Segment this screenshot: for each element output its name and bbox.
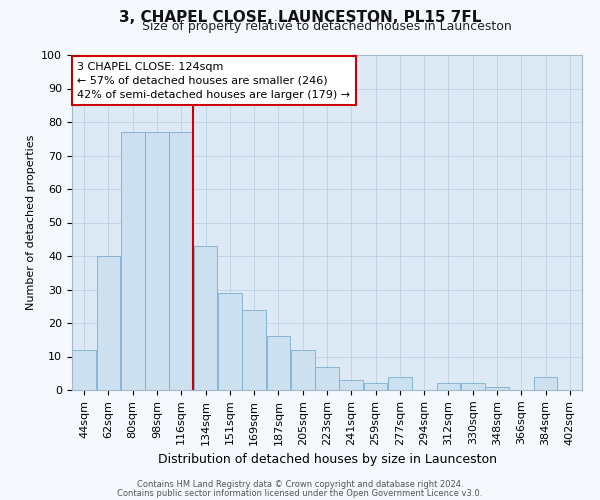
Bar	[72, 350, 96, 390]
Bar	[533, 376, 557, 390]
Bar	[485, 386, 509, 390]
Bar	[315, 366, 339, 390]
Bar	[437, 384, 460, 390]
X-axis label: Distribution of detached houses by size in Launceston: Distribution of detached houses by size …	[157, 453, 497, 466]
Bar	[340, 380, 363, 390]
Text: Contains public sector information licensed under the Open Government Licence v3: Contains public sector information licen…	[118, 488, 482, 498]
Title: Size of property relative to detached houses in Launceston: Size of property relative to detached ho…	[142, 20, 512, 33]
Bar	[364, 384, 388, 390]
Y-axis label: Number of detached properties: Number of detached properties	[26, 135, 36, 310]
Bar	[218, 293, 242, 390]
Bar	[169, 132, 193, 390]
Bar	[97, 256, 121, 390]
Bar	[242, 310, 266, 390]
Bar	[461, 384, 485, 390]
Text: Contains HM Land Registry data © Crown copyright and database right 2024.: Contains HM Land Registry data © Crown c…	[137, 480, 463, 489]
Bar	[121, 132, 145, 390]
Text: 3, CHAPEL CLOSE, LAUNCESTON, PL15 7FL: 3, CHAPEL CLOSE, LAUNCESTON, PL15 7FL	[119, 10, 481, 25]
Bar	[145, 132, 169, 390]
Bar	[194, 246, 217, 390]
Bar	[388, 376, 412, 390]
Bar	[291, 350, 314, 390]
Text: 3 CHAPEL CLOSE: 124sqm
← 57% of detached houses are smaller (246)
42% of semi-de: 3 CHAPEL CLOSE: 124sqm ← 57% of detached…	[77, 62, 350, 100]
Bar	[266, 336, 290, 390]
